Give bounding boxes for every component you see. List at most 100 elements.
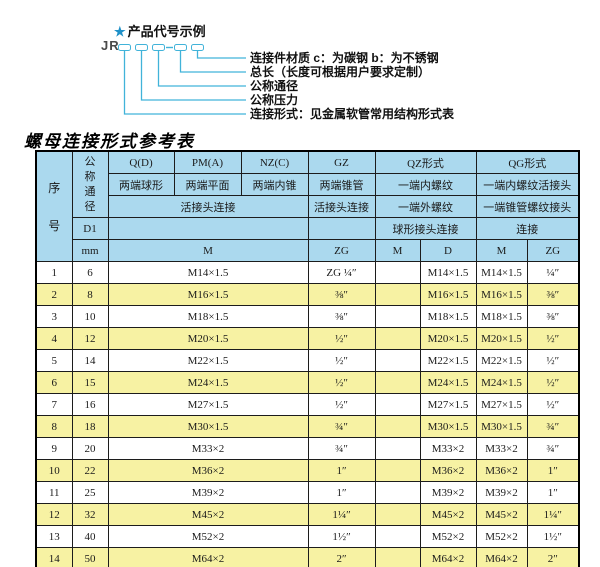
table-cell: M24×1.5	[107, 371, 309, 394]
table-cell: M18×1.5	[475, 305, 528, 328]
table-cell: M22×1.5	[419, 349, 477, 372]
table-cell	[374, 525, 421, 548]
table-cell	[374, 393, 421, 416]
header-nz: NZ(C)	[240, 150, 309, 174]
table-cell	[374, 547, 421, 567]
table-cell: 6	[71, 261, 109, 284]
table-cell: 1¼″	[526, 503, 580, 526]
table-cell: ½″	[526, 327, 580, 350]
table-cell: 12	[71, 327, 109, 350]
table-cell: 9	[35, 437, 73, 460]
header-qg-desc1: 一端内螺纹活接头	[475, 173, 580, 196]
table-cell: M30×1.5	[475, 415, 528, 438]
diagram-title-text: 产品代号示例	[127, 24, 206, 39]
code-box-4	[174, 44, 187, 51]
table-cell: M24×1.5	[475, 371, 528, 394]
header-qg-desc2: 一端锥管螺纹接头	[475, 195, 580, 218]
table-cell: ⅜″	[526, 305, 580, 328]
table-cell: M27×1.5	[419, 393, 477, 416]
table-cell: 12	[35, 503, 73, 526]
table-cell: 18	[71, 415, 109, 438]
table-cell: 1″	[526, 481, 580, 504]
table-cell: ⅜″	[307, 283, 376, 306]
header-gz-connection: 活接头连接	[307, 195, 376, 218]
header-q-desc: 两端球形	[107, 173, 175, 196]
table-cell: 2″	[307, 547, 376, 567]
table-cell: 1″	[307, 459, 376, 482]
table-cell: M52×2	[419, 525, 477, 548]
table-cell: 25	[71, 481, 109, 504]
header-gz-desc: 两端锥管	[307, 173, 376, 196]
table-cell: 50	[71, 547, 109, 567]
table-cell: M20×1.5	[419, 327, 477, 350]
table-row: 3 10 M18×1.5 ⅜″ M18×1.5 M18×1.5 ⅜″	[35, 305, 580, 328]
nut-connection-table: 序号 公称通径 Q(D) PM(A) NZ(C) GZ QZ形式 QG形式 两端…	[35, 150, 581, 567]
table-cell: 3	[35, 305, 73, 328]
table-cell: M36×2	[107, 459, 309, 482]
table-cell: M30×1.5	[419, 415, 477, 438]
header-unit-qg-m: M	[475, 239, 528, 262]
table-row: 10 22 M36×2 1″ M36×2 M36×2 1″	[35, 459, 580, 482]
table-cell: M18×1.5	[107, 305, 309, 328]
table-cell: ¾″	[526, 415, 580, 438]
table-cell: 1¼″	[307, 503, 376, 526]
header-qz: QZ形式	[374, 150, 477, 174]
header-pm: PM(A)	[173, 150, 242, 174]
table-cell: 14	[35, 547, 73, 567]
table-title: 螺母连接形式参考表	[24, 132, 195, 151]
table-row: 1 6 M14×1.5 ZG ¼″ M14×1.5 M14×1.5 ¼″	[35, 261, 580, 284]
table-cell: ¾″	[307, 415, 376, 438]
table-cell: 20	[71, 437, 109, 460]
table-cell: 1½″	[307, 525, 376, 548]
table-cell	[374, 327, 421, 350]
table-cell: M64×2	[475, 547, 528, 567]
table-cell: M33×2	[107, 437, 309, 460]
code-connector-lines	[123, 46, 246, 115]
header-nz-desc: 两端内锥	[240, 173, 309, 196]
table-cell: 6	[35, 371, 73, 394]
table-row: 6 15 M24×1.5 ½″ M24×1.5 M24×1.5 ½″	[35, 371, 580, 394]
table-row: 12 32 M45×2 1¼″ M45×2 M45×2 1¼″	[35, 503, 580, 526]
table-cell	[374, 305, 421, 328]
table-cell: 15	[71, 371, 109, 394]
table-cell: 2″	[526, 547, 580, 567]
table-row: 8 18 M30×1.5 ¾″ M30×1.5 M30×1.5 ¾″	[35, 415, 580, 438]
header-qz-desc2: 一端外螺纹	[374, 195, 477, 218]
table-cell	[374, 371, 421, 394]
code-box-2	[135, 44, 148, 51]
diagram-title: ★ 产品代号示例	[114, 21, 206, 40]
table-cell: 22	[71, 459, 109, 482]
table-cell: M45×2	[419, 503, 477, 526]
table-row: 13 40 M52×2 1½″ M52×2 M52×2 1½″	[35, 525, 580, 548]
table-cell: 13	[35, 525, 73, 548]
table-cell	[374, 261, 421, 284]
table-cell: 1″	[526, 459, 580, 482]
table-cell: M52×2	[475, 525, 528, 548]
header-qz-connection: 球形接头连接	[374, 217, 477, 240]
table-header: 序号 公称通径 Q(D) PM(A) NZ(C) GZ QZ形式 QG形式 两端…	[35, 150, 580, 262]
table-cell	[374, 349, 421, 372]
table-cell: M64×2	[107, 547, 309, 567]
header-unit-qz-d: D	[419, 239, 477, 262]
table-cell: M20×1.5	[475, 327, 528, 350]
table-row: 4 12 M20×1.5 ½″ M20×1.5 M20×1.5 ½″	[35, 327, 580, 350]
header-row-2: 两端球形 两端平面 两端内锥 两端锥管 一端内螺纹 一端内螺纹活接头	[36, 173, 580, 196]
table-row: 9 20 M33×2 ¾″ M33×2 M33×2 ¾″	[35, 437, 580, 460]
table-cell: M39×2	[419, 481, 477, 504]
header-union-connection: 活接头连接	[107, 195, 309, 218]
table-cell: 11	[35, 481, 73, 504]
table-cell: M52×2	[107, 525, 309, 548]
table-cell: M22×1.5	[475, 349, 528, 372]
table-row: 11 25 M39×2 1″ M39×2 M39×2 1″	[35, 481, 580, 504]
code-label-connection: 连接形式：见金属软管常用结构形式表	[250, 107, 455, 121]
table-cell: ½″	[526, 349, 580, 372]
header-qg: QG形式	[475, 150, 580, 174]
table-cell: ZG ¼″	[307, 261, 376, 284]
table-cell: ¼″	[526, 261, 580, 284]
table-cell: 10	[35, 459, 73, 482]
header-empty-cell	[107, 217, 309, 240]
table-cell	[374, 415, 421, 438]
table-cell	[374, 503, 421, 526]
table-cell: ½″	[526, 393, 580, 416]
